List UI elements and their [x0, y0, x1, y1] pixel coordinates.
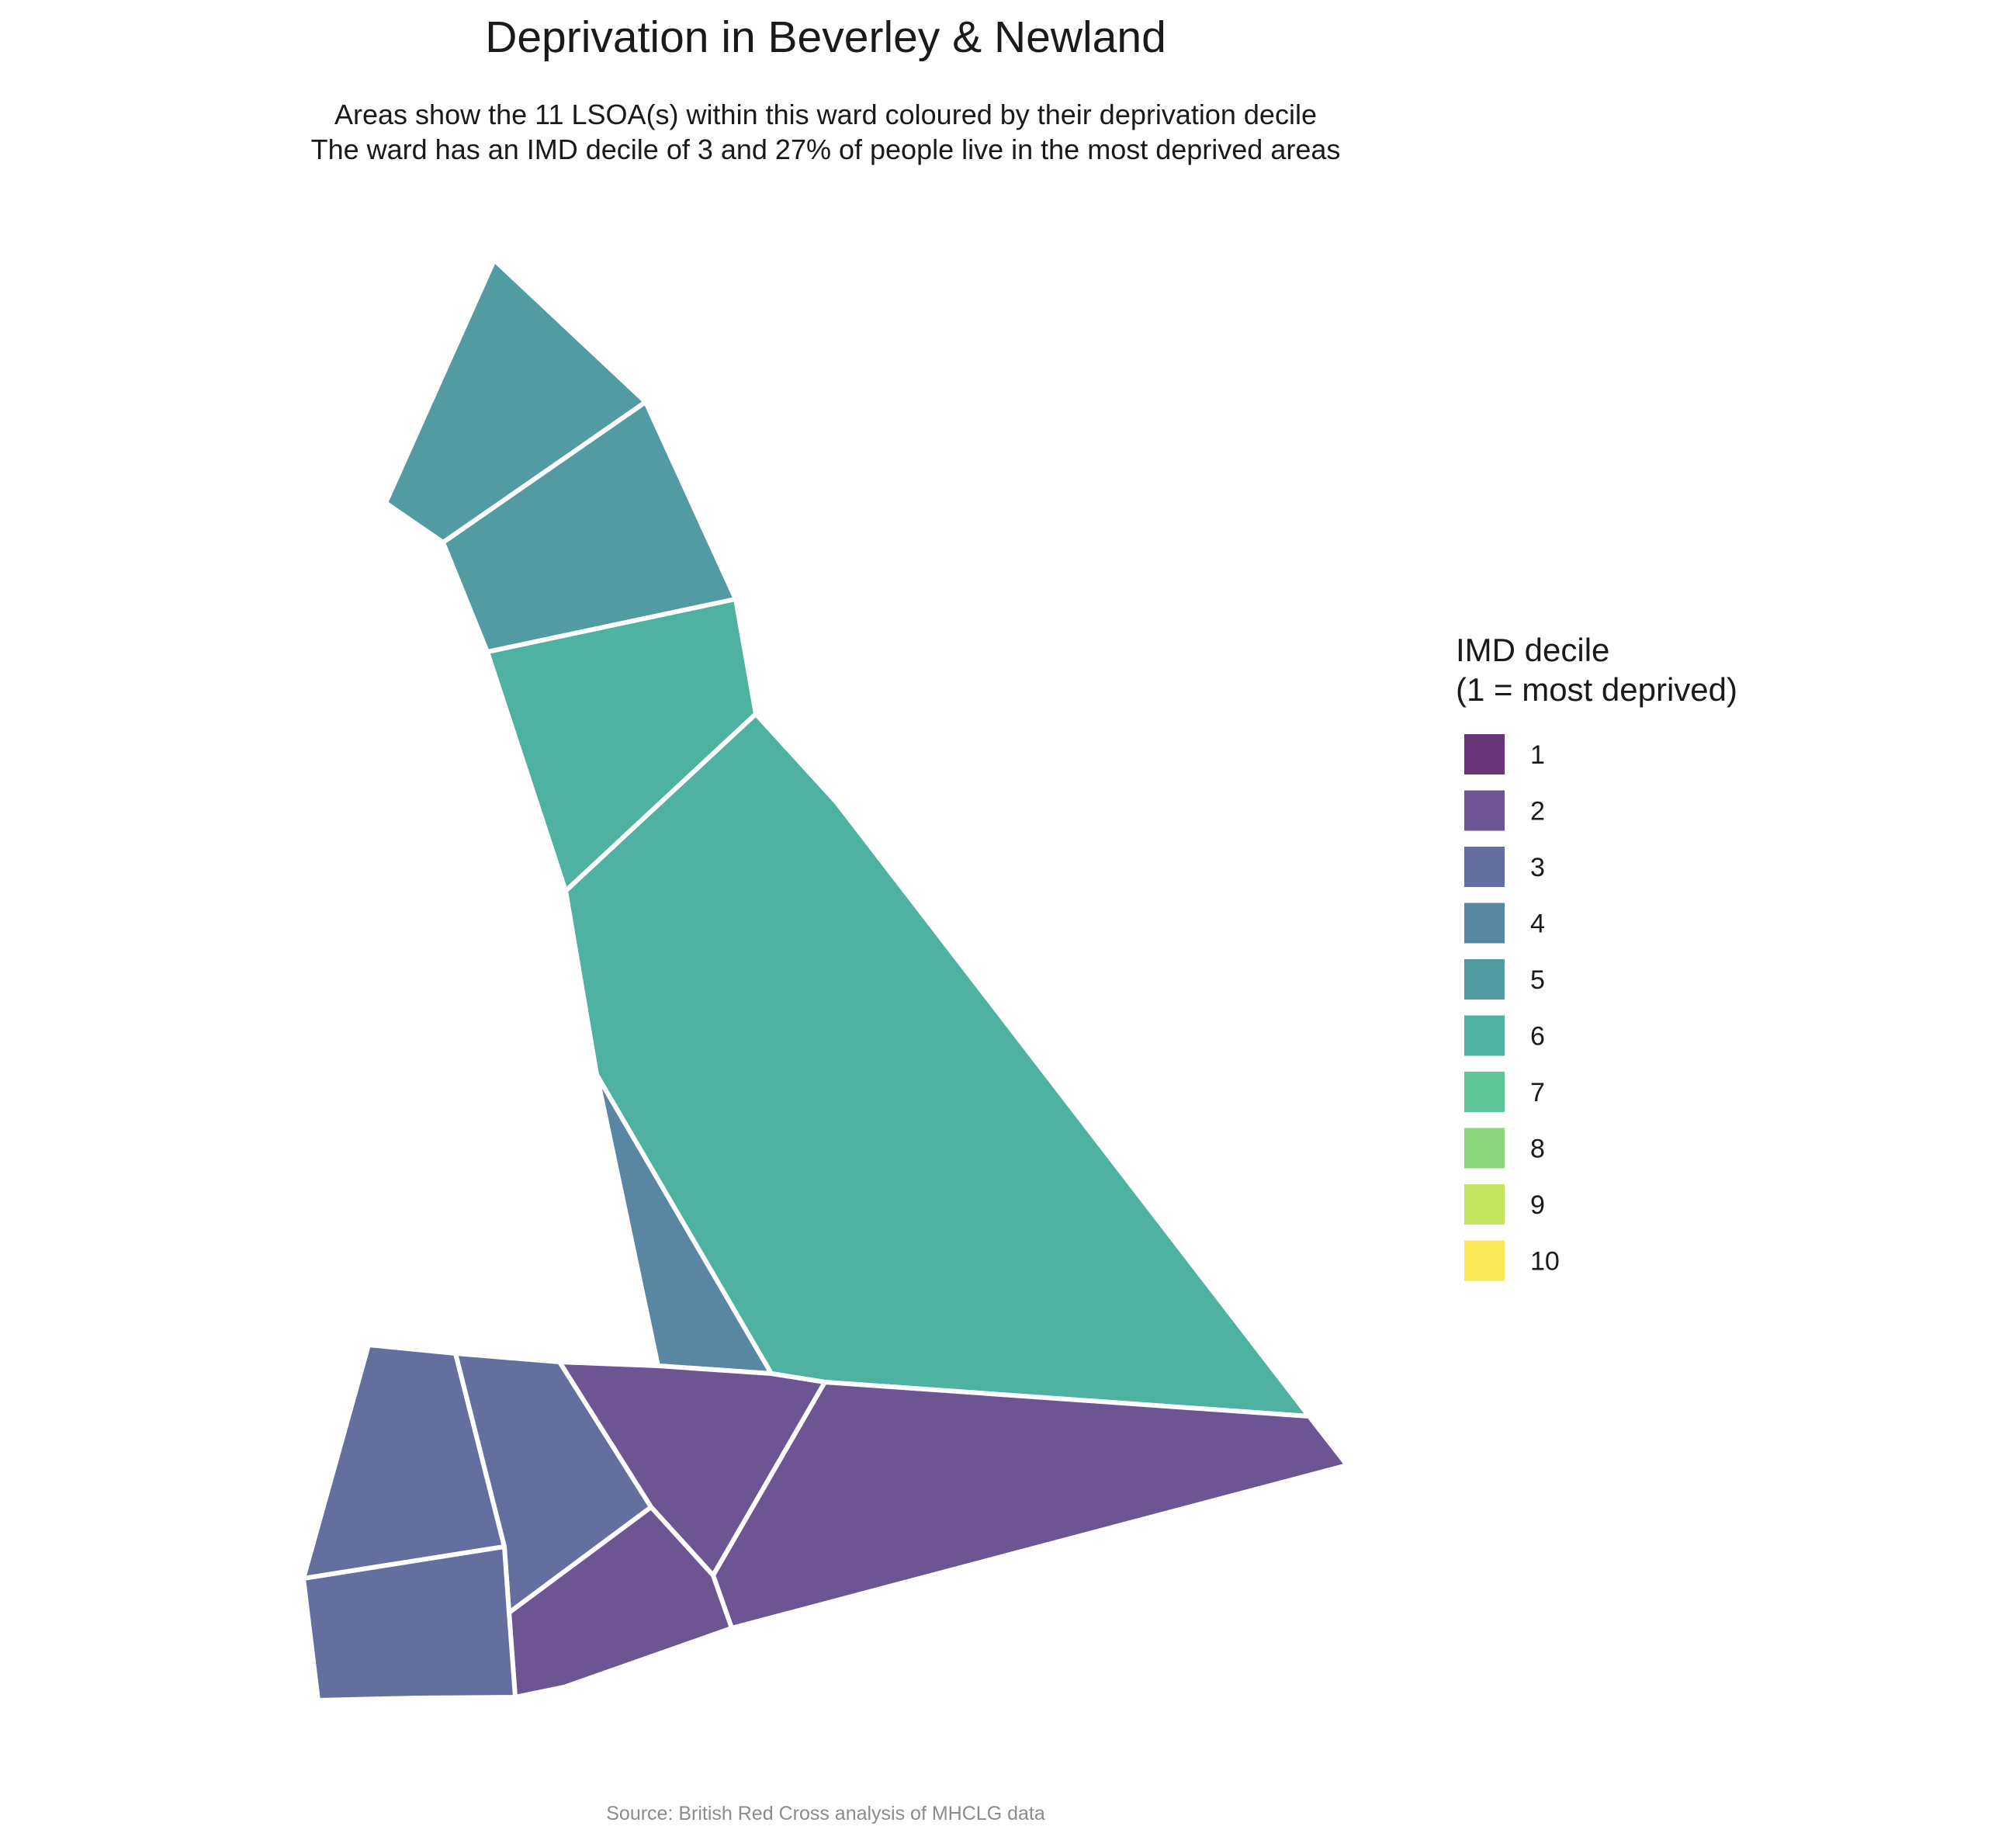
legend-swatch-5 — [1464, 959, 1505, 1000]
legend-swatch-10 — [1464, 1240, 1505, 1281]
legend: IMD decile (1 = most deprived) 1 2 3 4 5 6 7 8 9… — [1456, 632, 1737, 1281]
legend-label-3: 3 — [1530, 853, 1545, 882]
legend-title-line-2: (1 = most deprived) — [1456, 671, 1737, 708]
legend-label-1: 1 — [1530, 740, 1545, 770]
map-subtitle-line-1: Areas show the 11 LSOA(s) within this wa… — [334, 99, 1317, 130]
legend-label-8: 8 — [1530, 1135, 1545, 1164]
map-subtitle-line-2: The ward has an IMD decile of 3 and 27% … — [311, 133, 1341, 165]
legend-items: 1 2 3 4 5 6 7 8 9 10 — [1464, 734, 1560, 1281]
ward-map — [301, 258, 1349, 1703]
legend-label-7: 7 — [1530, 1078, 1545, 1107]
legend-swatch-9 — [1464, 1184, 1505, 1225]
legend-swatch-2 — [1464, 790, 1505, 831]
legend-label-4: 4 — [1530, 910, 1545, 939]
legend-label-5: 5 — [1530, 965, 1545, 995]
legend-swatch-7 — [1464, 1072, 1505, 1112]
lsoa-area-south-middle-upper[interactable] — [453, 1351, 653, 1615]
legend-swatch-8 — [1464, 1128, 1505, 1169]
lsoa-area-south-east[interactable] — [711, 1380, 1349, 1630]
legend-label-9: 9 — [1530, 1190, 1545, 1220]
map-title: Deprivation in Beverley & Newland — [485, 12, 1166, 62]
legend-swatch-6 — [1464, 1015, 1505, 1056]
legend-swatch-3 — [1464, 847, 1505, 887]
legend-swatch-1 — [1464, 734, 1505, 774]
legend-title-line-1: IMD decile — [1456, 632, 1609, 668]
legend-swatch-4 — [1464, 903, 1505, 944]
legend-label-10: 10 — [1530, 1247, 1560, 1277]
legend-label-6: 6 — [1530, 1022, 1545, 1052]
lsoa-area-south-west-lower[interactable] — [301, 1544, 518, 1703]
legend-label-2: 2 — [1530, 797, 1545, 826]
source-caption: Source: British Red Cross analysis of MH… — [606, 1803, 1045, 1824]
